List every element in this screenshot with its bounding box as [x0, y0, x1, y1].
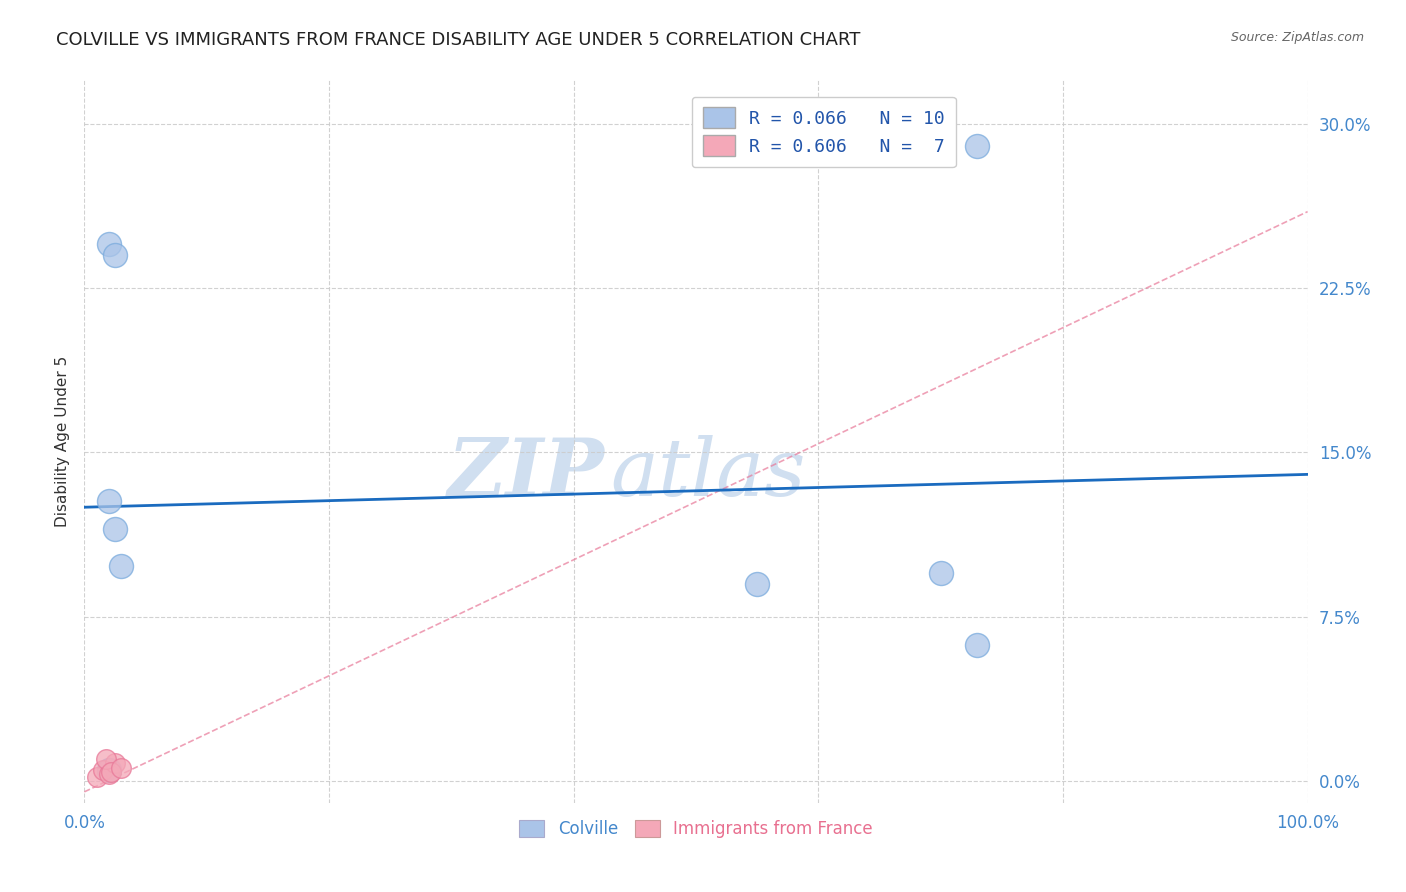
Point — [110, 559, 132, 574]
Text: COLVILLE VS IMMIGRANTS FROM FRANCE DISABILITY AGE UNDER 5 CORRELATION CHART: COLVILLE VS IMMIGRANTS FROM FRANCE DISAB… — [56, 31, 860, 49]
Point — [747, 577, 769, 591]
Text: Source: ZipAtlas.com: Source: ZipAtlas.com — [1230, 31, 1364, 45]
Point — [966, 139, 988, 153]
Point — [86, 770, 108, 784]
Legend: Colville, Immigrants from France: Colville, Immigrants from France — [513, 814, 879, 845]
Point — [97, 493, 120, 508]
Point — [97, 767, 120, 781]
Text: ZIP: ZIP — [447, 435, 605, 513]
Point — [966, 638, 988, 652]
Point — [97, 237, 120, 252]
Point — [96, 752, 118, 766]
Point — [91, 763, 114, 777]
Text: atlas: atlas — [610, 435, 806, 513]
Y-axis label: Disability Age Under 5: Disability Age Under 5 — [55, 356, 70, 527]
Point — [110, 761, 132, 775]
Point — [929, 566, 952, 580]
Point — [104, 522, 127, 536]
Point — [100, 765, 122, 780]
Point — [104, 248, 127, 262]
Point — [104, 756, 127, 771]
Point — [97, 763, 120, 777]
